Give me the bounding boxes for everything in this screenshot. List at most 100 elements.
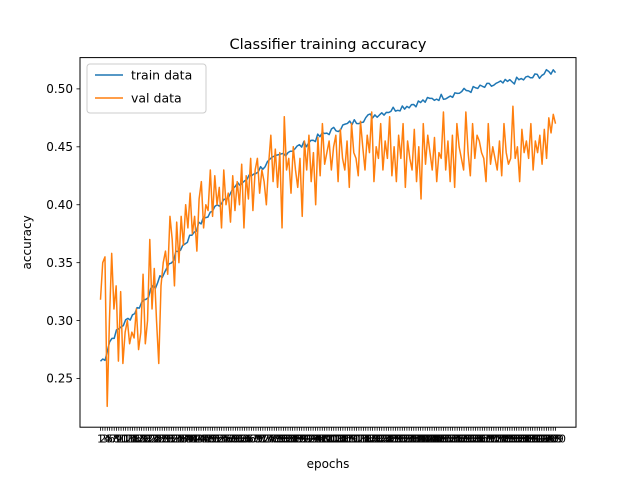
x-tick-label: 13: [121, 433, 135, 446]
x-tick-label: 12: [119, 433, 133, 446]
x-tick-label: 132: [390, 433, 411, 446]
x-tick-label: 2: [99, 433, 106, 446]
series-line-val: [99, 105, 557, 408]
x-tick-label: 61: [231, 433, 245, 446]
x-tick-label: 175: [488, 433, 509, 446]
x-tick-label: 89: [295, 433, 309, 446]
y-tick-label: 0.45: [46, 140, 73, 154]
x-tick-label: 177: [492, 433, 513, 446]
x-tick-label: 63: [235, 433, 249, 446]
x-tick-label: 10: [114, 433, 128, 446]
x-tick-label: 7: [111, 433, 118, 446]
x-tick-label: 37: [176, 433, 190, 446]
x-tick-label: 42: [187, 433, 201, 446]
x-tick-label: 81: [276, 433, 290, 446]
x-tick-label: 121: [364, 433, 385, 446]
x-tick-label: 160: [454, 433, 475, 446]
x-tick-label: 85: [286, 433, 300, 446]
legend-label-val: val data: [131, 91, 182, 106]
x-tick-label: 76: [265, 433, 279, 446]
x-tick-label: 185: [511, 433, 532, 446]
x-tick-label: 165: [465, 433, 486, 446]
x-tick-label: 72: [256, 433, 270, 446]
x-tick-label: 195: [534, 433, 555, 446]
x-tick-label: 134: [394, 433, 415, 446]
x-tick-label: 123: [369, 433, 390, 446]
x-tick-label: 87: [290, 433, 304, 446]
x-tick-label: 45: [194, 433, 208, 446]
x-tick-label: 131: [387, 433, 408, 446]
x-tick-label: 32: [164, 433, 178, 446]
x-tick-label: 139: [406, 433, 427, 446]
x-tick-label: 183: [506, 433, 527, 446]
x-tick-label: 17: [130, 433, 144, 446]
x-tick-label: 6: [108, 433, 115, 446]
x-tick-label: 54: [215, 433, 229, 446]
x-tick-label: 38: [178, 433, 192, 446]
x-tick-label: 64: [238, 433, 252, 446]
x-tick-label: 156: [444, 433, 465, 446]
x-tick-label: 182: [504, 433, 525, 446]
x-tick-label: 43: [190, 433, 204, 446]
x-tick-label: 145: [419, 433, 440, 446]
x-tick-label: 150: [431, 433, 452, 446]
x-tick-label: 130: [385, 433, 406, 446]
x-tick-label: 51: [208, 433, 222, 446]
x-axis-label: epochs: [307, 457, 350, 471]
x-tick-label: 106: [330, 433, 351, 446]
x-tick-label: 39: [180, 433, 194, 446]
x-tick-label: 77: [267, 433, 281, 446]
x-tick-label: 82: [279, 433, 293, 446]
x-tick-label: 73: [258, 433, 272, 446]
x-tick-label: 124: [371, 433, 392, 446]
x-tick-label: 142: [412, 433, 433, 446]
x-tick-label: 44: [192, 433, 206, 446]
x-tick-label: 169: [474, 433, 495, 446]
y-axis-label: accuracy: [20, 215, 34, 269]
x-tick-label: 62: [233, 433, 247, 446]
x-tick-label: 154: [440, 433, 461, 446]
x-tick-label: 107: [332, 433, 353, 446]
x-tick-label: 4: [104, 433, 111, 446]
x-tick-label: 118: [358, 433, 379, 446]
x-tick-label: 98: [315, 433, 329, 446]
x-tick-label: 1: [97, 433, 104, 446]
x-tick-label: 101: [319, 433, 340, 446]
x-tick-label: 57: [222, 433, 236, 446]
x-tick-label: 114: [348, 433, 369, 446]
x-tick-label: 127: [378, 433, 399, 446]
x-tick-label: 110: [339, 433, 360, 446]
legend: train data val data: [86, 63, 207, 114]
x-tick-label: 143: [415, 433, 436, 446]
x-tick-label: 55: [217, 433, 231, 446]
x-tick-label: 115: [351, 433, 372, 446]
legend-label-train: train data: [131, 68, 192, 83]
x-tick-label: 29: [158, 433, 172, 446]
x-tick-label: 120: [362, 433, 383, 446]
x-tick-label: 199: [543, 433, 564, 446]
x-tick-label: 65: [240, 433, 254, 446]
x-tick-label: 187: [515, 433, 536, 446]
x-tick-label: 91: [299, 433, 313, 446]
x-tick-label: 164: [463, 433, 484, 446]
x-tick-label: 197: [538, 433, 559, 446]
x-tick-label: 66: [242, 433, 256, 446]
x-tick-label: 152: [435, 433, 456, 446]
x-tick-label: 46: [196, 433, 210, 446]
x-tick-label: 129: [383, 433, 404, 446]
x-tick-label: 113: [346, 433, 367, 446]
x-tick-label: 158: [449, 433, 470, 446]
x-tick-label: 126: [376, 433, 397, 446]
x-tick-label: 27: [153, 433, 167, 446]
x-tick-label: 141: [410, 433, 431, 446]
x-tick-label: 153: [438, 433, 459, 446]
x-tick-label: 23: [144, 433, 158, 446]
x-tick-label: 133: [392, 433, 413, 446]
x-tick-label: 176: [490, 433, 511, 446]
x-tick-label: 35: [171, 433, 185, 446]
y-tick-label: 0.30: [46, 314, 73, 328]
y-axis: 0.25 0.30 0.35 0.40 0.45 0.50: [46, 82, 80, 386]
legend-box: [86, 63, 207, 114]
